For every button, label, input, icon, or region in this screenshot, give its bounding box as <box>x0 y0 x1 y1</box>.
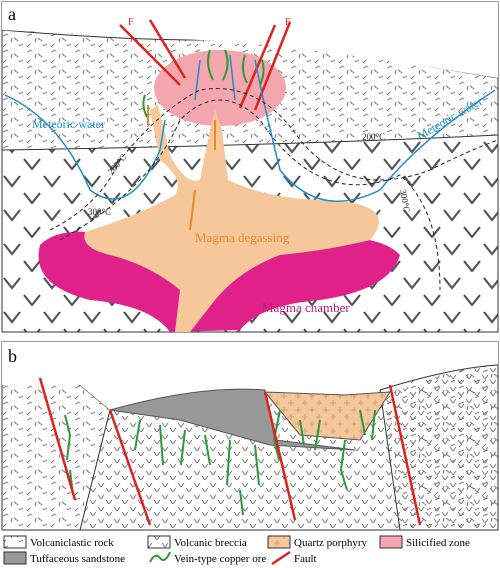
isotherm-label: 200°C <box>362 132 385 142</box>
faults <box>119 19 292 111</box>
silicified-zone <box>154 50 286 126</box>
flow-line <box>254 59 496 202</box>
tuffaceous-sandstone <box>109 388 356 451</box>
surface <box>2 342 498 410</box>
water-label: Meteoric water <box>32 117 105 131</box>
isotherm <box>49 88 499 231</box>
volcaniclastic-right <box>379 364 499 531</box>
veins <box>142 49 265 118</box>
faults <box>38 377 422 526</box>
fault-label: F <box>285 17 291 28</box>
legend-swatch <box>267 535 291 549</box>
legend-label: Vein-type copper ore <box>174 553 266 565</box>
sky <box>2 2 498 78</box>
isotherm <box>59 99 441 291</box>
legend-swatch <box>271 550 291 566</box>
fault <box>38 377 77 501</box>
isotherms <box>49 88 499 291</box>
fault <box>253 21 292 111</box>
vein <box>64 409 376 516</box>
legend-swatch <box>3 535 27 549</box>
legend-label: Fault <box>294 553 317 565</box>
fault <box>238 24 277 109</box>
veins <box>64 409 376 516</box>
fault <box>263 391 297 521</box>
chamber-label: Magma chamber <box>262 300 350 315</box>
isotherm-label: 300°C <box>398 189 412 213</box>
fault-label: F <box>128 17 134 28</box>
fault <box>119 24 181 86</box>
panel-b: b <box>1 341 499 531</box>
meteoric-flow <box>4 54 496 202</box>
legend-label: Silicified zone <box>406 537 470 549</box>
legend-label: Quartz porphyry <box>294 537 368 549</box>
legend-label: Volcaniclastic rock <box>30 537 114 549</box>
degassing-arrows <box>147 105 216 231</box>
legend-swatch <box>3 551 27 565</box>
degassing-label: Magma degassing <box>195 230 290 245</box>
arrow <box>189 189 196 231</box>
legend-swatch <box>379 535 403 549</box>
panel-label: a <box>8 4 16 24</box>
panel-label: b <box>8 346 17 366</box>
legend-swatch <box>149 551 171 563</box>
magma-body <box>84 105 380 332</box>
isotherm-label: 300°C <box>88 207 111 217</box>
legend-label: Tuffaceous sandstone <box>30 553 125 565</box>
legend-label: Volcanic breccia <box>174 537 247 549</box>
fault <box>108 409 152 526</box>
vein <box>142 49 265 118</box>
flow-line <box>194 54 236 101</box>
legend-swatch <box>147 535 171 549</box>
fault <box>148 19 187 79</box>
fault <box>388 384 422 526</box>
legend: Volcaniclastic rock Volcanic breccia Qua… <box>3 535 470 566</box>
panel-a: a F F Meteoric water Meteoric water 200°… <box>1 1 499 333</box>
flow-line <box>4 94 166 200</box>
